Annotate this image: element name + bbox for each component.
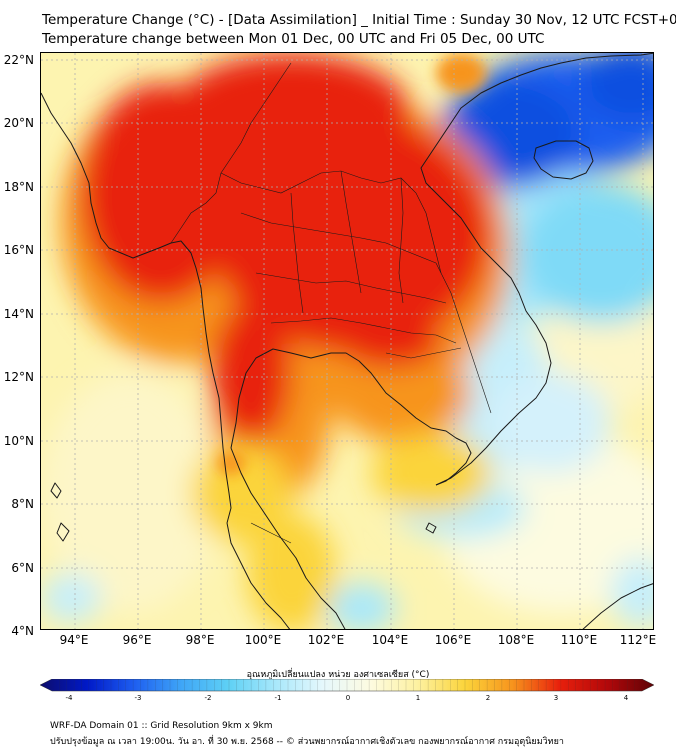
lat-label: 12°N — [3, 370, 34, 384]
chart-subtitle: Temperature change between Mon 01 Dec, 0… — [42, 31, 545, 47]
lat-label: 6°N — [11, 561, 34, 575]
lon-label: 102°E — [307, 633, 345, 647]
lon-label: 112°E — [619, 633, 657, 647]
lat-label: 22°N — [3, 53, 34, 67]
footer-credit: ปรับปรุงข้อมูล ณ เวลา 19:00น. วัน อา. ที… — [50, 737, 564, 747]
colorbar-title: อุณหภูมิเปลี่ยนแปลง หน่วย องศาเซลเซียส (… — [246, 670, 430, 680]
lon-label: 106°E — [434, 633, 472, 647]
lat-label: 18°N — [3, 180, 34, 194]
colorbar-tick-label: 2 — [485, 694, 491, 702]
map-canvas — [41, 53, 653, 629]
colorbar-tick-label: 0 — [345, 694, 351, 702]
temperature-map — [40, 52, 654, 630]
lat-label: 14°N — [3, 307, 34, 321]
lat-label: 4°N — [11, 624, 34, 638]
colorbar-tick-label: 4 — [623, 694, 629, 702]
lon-label: 100°E — [244, 633, 282, 647]
colorbar-tick-label: -3 — [134, 694, 142, 702]
lat-label: 20°N — [3, 116, 34, 130]
admin-borders — [170, 62, 492, 544]
lon-label: 96°E — [122, 633, 152, 647]
colorbar-tick-label: -2 — [204, 694, 212, 702]
colorbar-tick-label: 3 — [553, 694, 559, 702]
colorbar-tick-label: 1 — [415, 694, 421, 702]
lon-label: 98°E — [185, 633, 215, 647]
colorbar-tick-label: -4 — [65, 694, 73, 702]
lon-label: 104°E — [371, 633, 409, 647]
footer-model-info: WRF-DA Domain 01 :: Grid Resolution 9km … — [50, 721, 273, 731]
colorbar-tick-label: -1 — [274, 694, 282, 702]
lon-label: 110°E — [560, 633, 598, 647]
lon-label: 94°E — [59, 633, 89, 647]
colorbar-gradient — [40, 679, 654, 692]
lat-label: 10°N — [3, 434, 34, 448]
lon-label: 108°E — [497, 633, 535, 647]
map-gridlines — [41, 53, 653, 629]
lat-label: 16°N — [3, 243, 34, 257]
lat-label: 8°N — [11, 497, 34, 511]
colorbar — [40, 679, 654, 692]
chart-title: Temperature Change (°C) - [Data Assimila… — [42, 12, 676, 28]
